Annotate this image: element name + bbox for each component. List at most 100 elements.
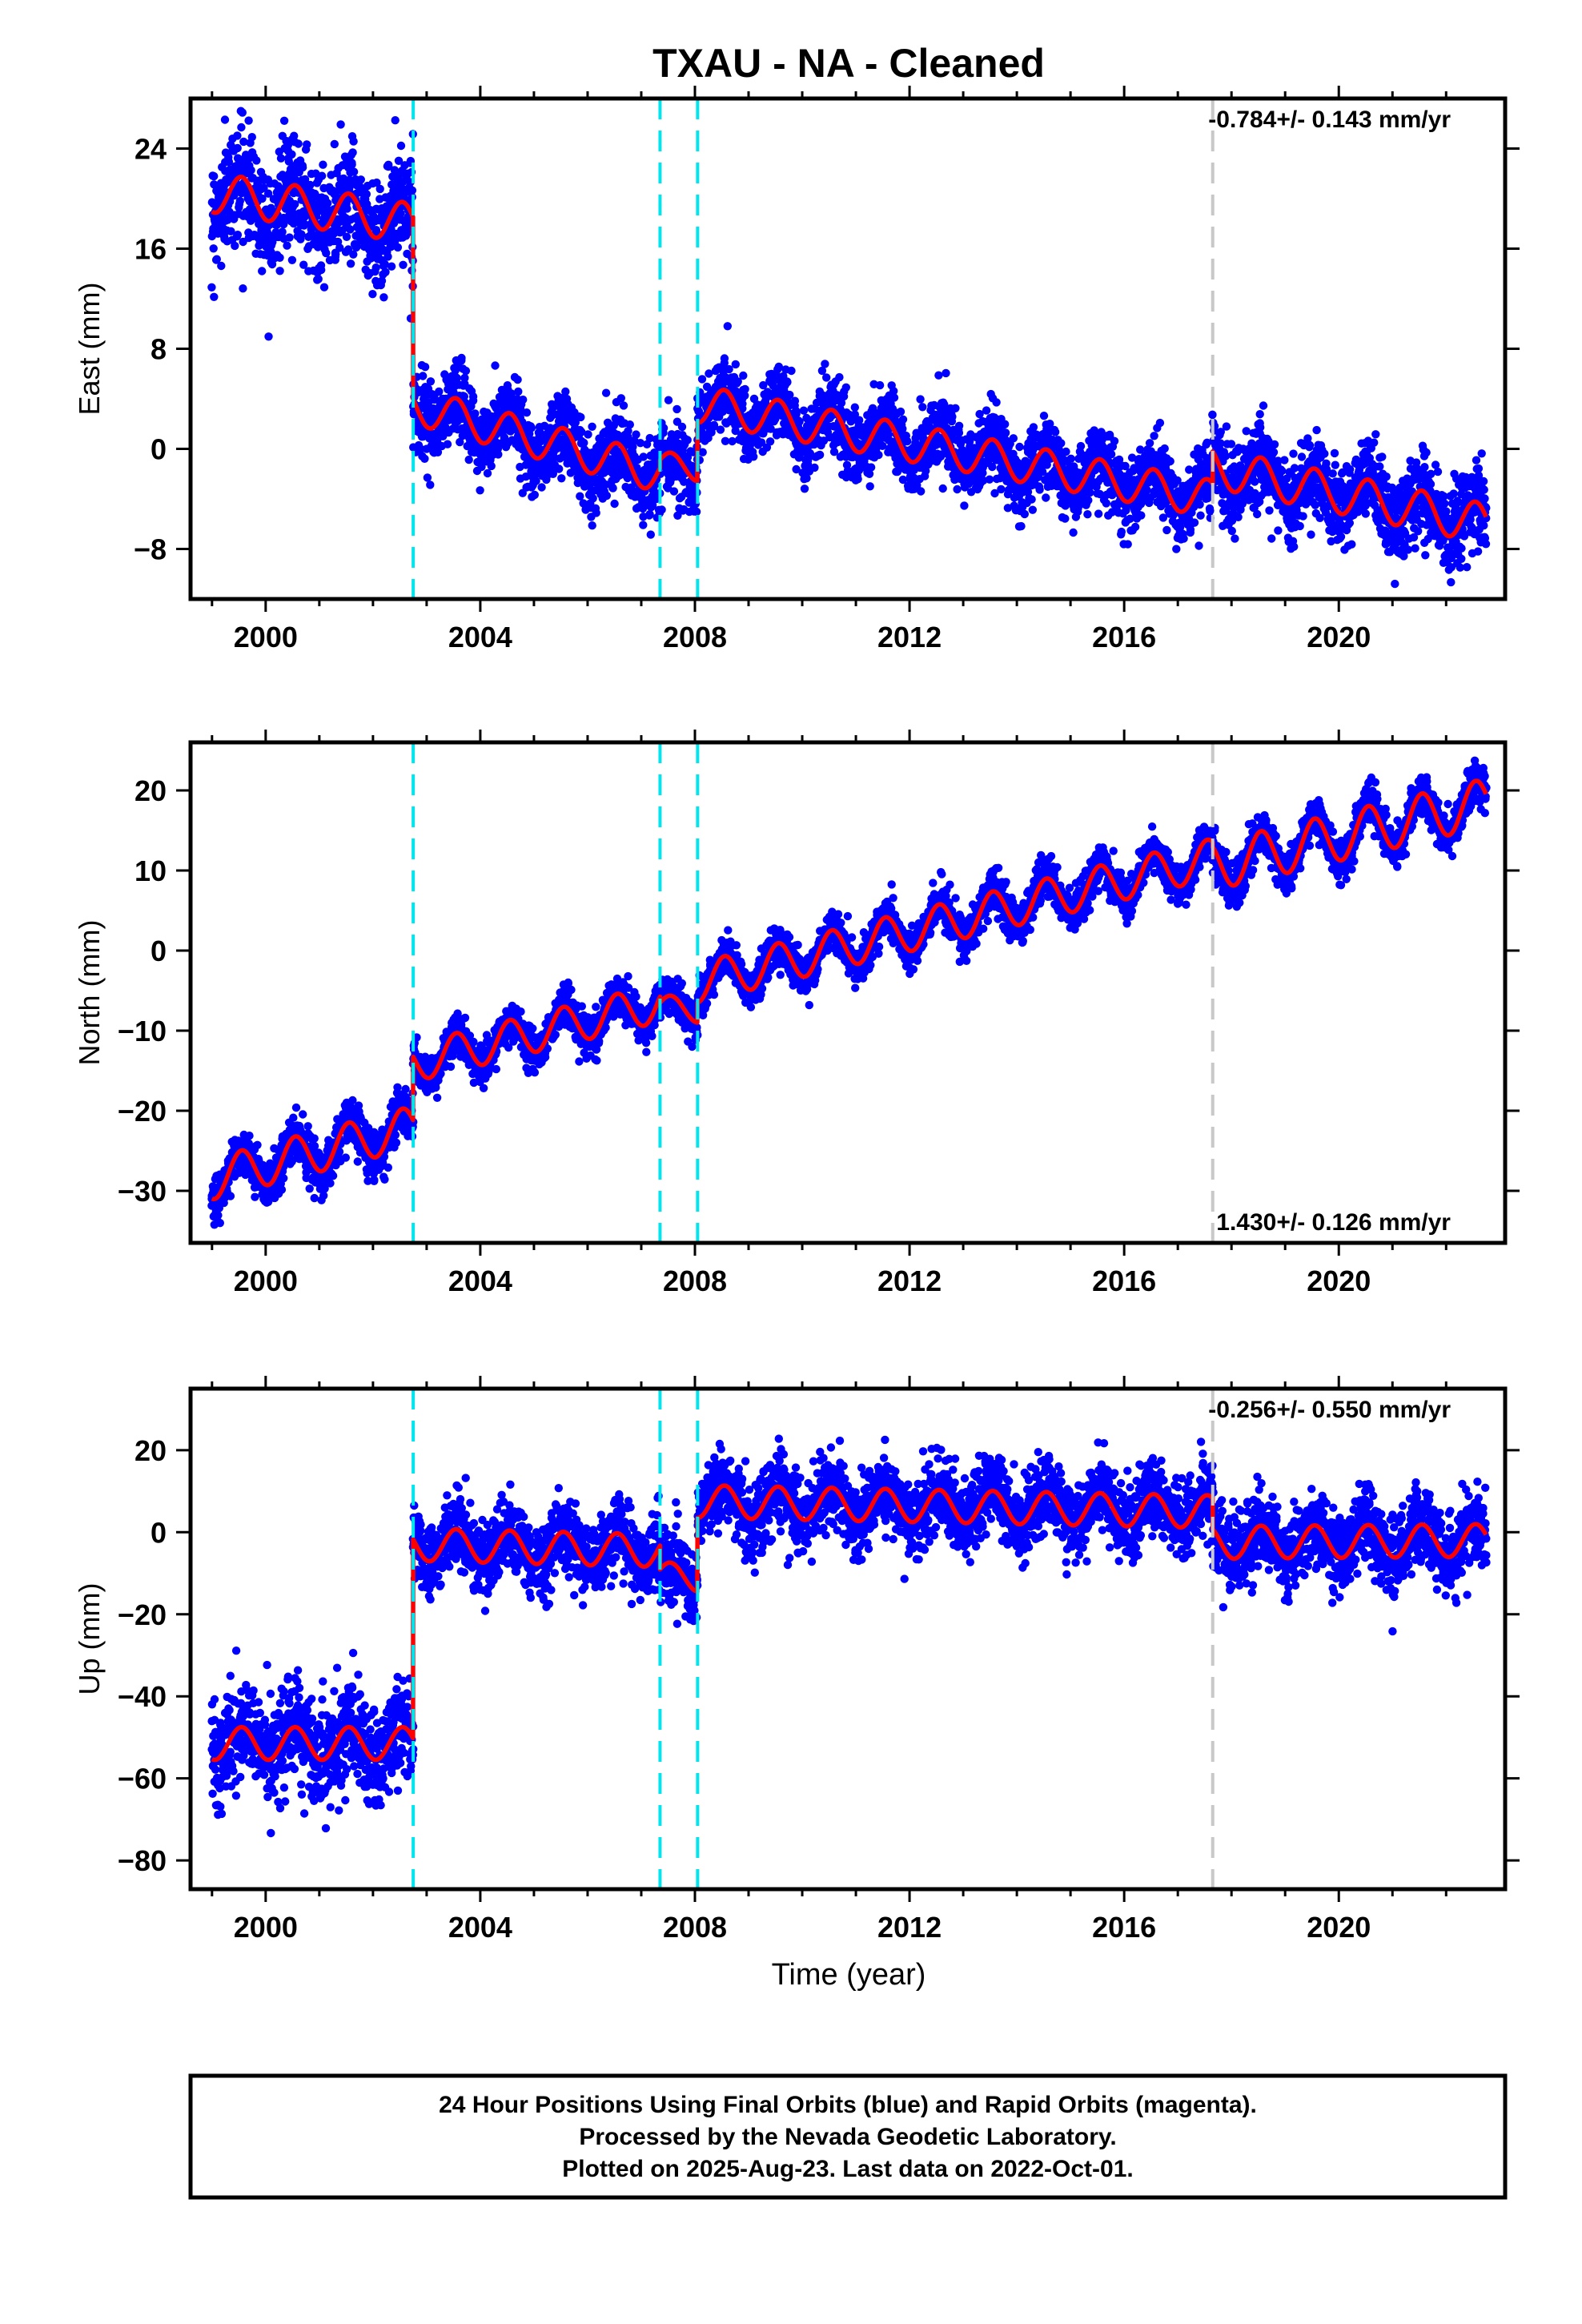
east-data-point <box>953 485 962 494</box>
east-data-point <box>646 530 655 539</box>
east-data-point <box>588 521 596 530</box>
east-data-point <box>918 403 927 412</box>
east-data-point <box>1190 518 1199 527</box>
east-data-point <box>1106 450 1116 459</box>
east-data-point <box>815 450 825 460</box>
east-data-point <box>1039 412 1049 420</box>
east-data-point <box>749 452 758 461</box>
east-data-point <box>356 175 365 184</box>
east-data-point <box>297 230 306 239</box>
east-data-point <box>1130 522 1140 532</box>
east-data-point <box>367 254 375 263</box>
east-data-point <box>1057 439 1066 448</box>
east-data-point <box>1205 504 1215 513</box>
east-data-point <box>1297 452 1307 461</box>
east-data-point <box>1255 410 1264 419</box>
east-data-point <box>235 196 244 206</box>
east-data-point <box>503 381 512 390</box>
east-data-point <box>513 375 522 384</box>
east-data-point <box>252 156 261 165</box>
east-data-point <box>992 398 1001 407</box>
east-data-point <box>346 259 355 268</box>
east-data-point <box>1227 526 1237 536</box>
figure-title: TXAU - NA - Cleaned <box>652 41 1045 86</box>
east-data-point <box>1371 430 1380 439</box>
east-data-point <box>951 404 960 412</box>
east-data-point <box>1265 506 1274 515</box>
east-data-point <box>287 255 297 264</box>
east-data-point <box>233 131 242 140</box>
east-data-point <box>348 148 357 157</box>
east-data-point <box>657 505 666 514</box>
east-data-point <box>692 507 701 517</box>
east-data-point <box>380 259 389 269</box>
east-data-point <box>608 484 617 493</box>
east-data-point <box>723 322 732 331</box>
east-data-point <box>317 171 327 180</box>
east-data-point <box>625 420 634 429</box>
east-data-point <box>468 396 478 405</box>
east-data-point <box>372 178 381 187</box>
east-data-point <box>821 360 829 368</box>
east-data-point <box>632 430 640 439</box>
east-data-point <box>537 483 546 492</box>
east-data-point <box>588 494 597 503</box>
east-data-point <box>741 391 749 400</box>
east-plot-area <box>207 107 1491 589</box>
east-data-point <box>207 283 216 292</box>
east-data-point <box>275 267 284 275</box>
east-data-point <box>322 248 331 258</box>
east-data-point <box>1145 439 1154 448</box>
east-data-point <box>217 261 226 271</box>
east-data-point <box>349 137 358 146</box>
east-data-point <box>1020 509 1030 519</box>
east-data-point <box>627 483 636 492</box>
east-data-point <box>239 284 247 293</box>
east-data-point <box>1028 505 1038 514</box>
east-data-point <box>731 360 740 369</box>
east-data-point <box>673 404 681 414</box>
east-data-point <box>263 189 273 198</box>
east-data-point <box>460 373 469 383</box>
east-data-point <box>1186 528 1195 537</box>
east-data-point <box>1320 449 1329 458</box>
east-data-point <box>331 250 340 259</box>
east-data-point <box>521 472 531 481</box>
east-data-point <box>379 293 388 302</box>
east-data-point <box>464 455 473 464</box>
east-data-point <box>314 275 323 283</box>
east-data-point <box>283 241 291 250</box>
east-data-point <box>300 219 309 228</box>
east-data-point <box>1391 579 1399 589</box>
east-data-point <box>383 252 392 261</box>
east-data-point <box>1050 428 1060 436</box>
east-data-point <box>576 492 584 501</box>
east-data-point <box>530 490 539 500</box>
east-data-point <box>487 461 496 471</box>
east-data-point <box>557 474 566 483</box>
east-data-point <box>491 361 500 370</box>
east-data-point <box>1155 418 1165 428</box>
east-data-point <box>239 137 248 147</box>
east-data-point <box>300 175 310 184</box>
east-data-point <box>948 412 957 421</box>
east-data-point <box>362 190 371 199</box>
east-data-point <box>299 260 308 269</box>
east-data-point <box>677 422 687 432</box>
east-data-point <box>507 389 516 398</box>
east-data-point <box>1015 442 1024 452</box>
east-data-point <box>1312 425 1321 435</box>
east-data-point <box>1195 541 1203 550</box>
east-data-point <box>399 260 408 269</box>
east-data-point <box>396 209 405 218</box>
east-data-point <box>1172 545 1181 553</box>
east-data-point <box>1295 521 1304 531</box>
east-data-point <box>1345 518 1355 528</box>
east-data-point <box>209 244 218 253</box>
east-data-point <box>1123 540 1132 549</box>
east-data-point <box>792 409 801 418</box>
east-data-point <box>319 283 329 292</box>
east-data-point <box>639 452 648 461</box>
east-data-point <box>212 255 221 263</box>
east-data-point <box>233 143 242 153</box>
